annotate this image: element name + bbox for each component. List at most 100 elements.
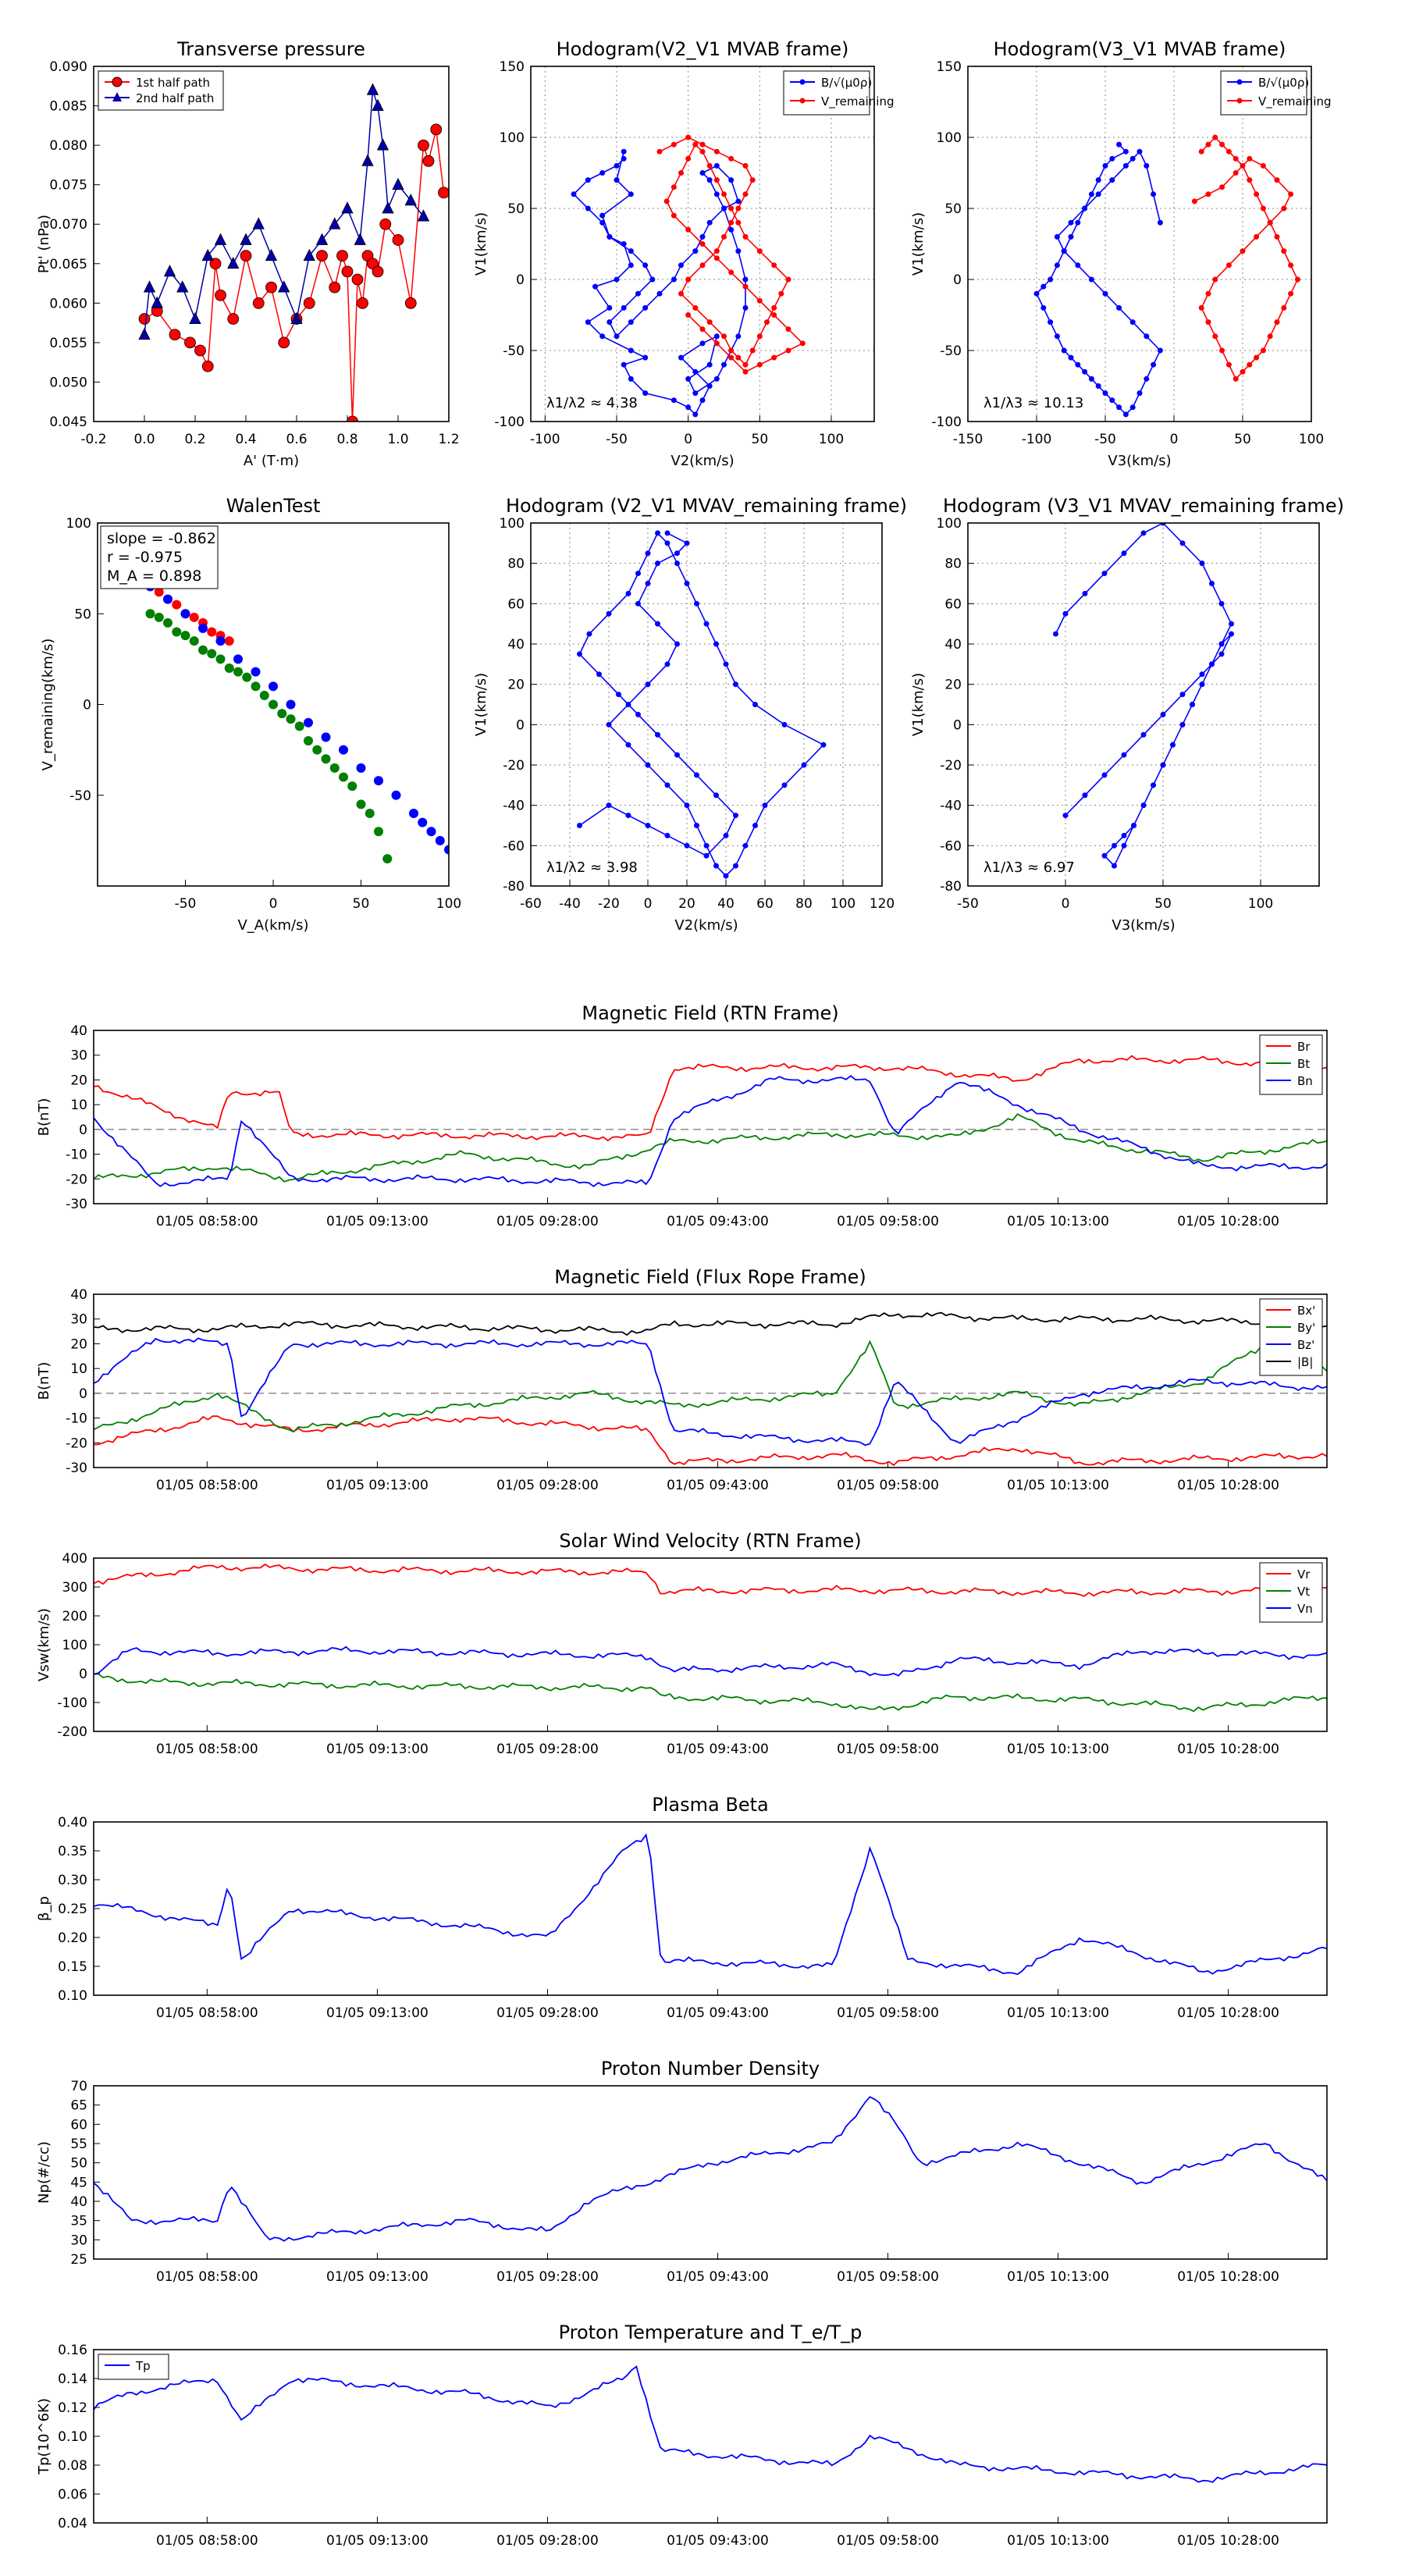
data-point xyxy=(1109,155,1115,162)
chart-t6: Proton Temperature and T_e/T_p 0.04 0.06 0.… xyxy=(36,2322,1328,2549)
y-tick-label: -20 xyxy=(940,758,962,774)
data-point xyxy=(1260,162,1266,169)
data-point xyxy=(366,83,379,95)
plot-area xyxy=(1053,523,1234,869)
data-point xyxy=(713,248,720,254)
y-axis-label: Tp(10^6K) xyxy=(36,2398,52,2475)
data-point xyxy=(1122,411,1129,418)
data-point xyxy=(1054,233,1060,240)
data-point xyxy=(1229,631,1234,637)
x-tick-label: 100 xyxy=(831,896,855,912)
legend-label: 1st half path xyxy=(136,76,210,90)
data-point xyxy=(674,641,680,647)
data-point xyxy=(382,201,394,214)
data-point xyxy=(329,763,340,773)
data-point xyxy=(1116,404,1122,411)
data-point xyxy=(674,752,680,758)
data-point xyxy=(728,269,735,276)
plot-area xyxy=(101,545,449,864)
data-point xyxy=(742,361,749,368)
data-point xyxy=(138,313,151,325)
chart-title: Proton Temperature and T_e/T_p xyxy=(559,2322,863,2343)
data-point xyxy=(1218,641,1225,647)
legend-box xyxy=(1259,1298,1323,1376)
data-point xyxy=(422,155,435,167)
data-point xyxy=(728,205,735,212)
data-point xyxy=(735,333,742,340)
data-point xyxy=(392,177,404,190)
x-tick-label: 01/05 08:58:00 xyxy=(156,2269,258,2285)
y-tick-label: 100 xyxy=(937,516,962,532)
legend-label: V_remaining xyxy=(1258,94,1332,109)
data-point xyxy=(721,233,727,240)
data-point xyxy=(1281,205,1287,212)
y-axis-label: β_p xyxy=(36,1896,52,1921)
y-tick-label: 100 xyxy=(500,516,525,532)
data-point xyxy=(606,233,613,240)
data-point xyxy=(339,772,348,782)
data-point xyxy=(145,609,155,619)
data-point xyxy=(577,823,582,828)
data-point xyxy=(391,790,401,800)
eigen-ratio-annotation: λ1/λ2 ≈ 4.38 xyxy=(546,395,638,411)
data-point xyxy=(706,219,713,226)
x-tick-label: 0 xyxy=(1170,432,1179,447)
data-point xyxy=(733,813,738,819)
walen-stats-box xyxy=(100,525,219,589)
data-point xyxy=(321,732,331,742)
data-point xyxy=(341,265,354,278)
data-point xyxy=(692,368,699,375)
data-point xyxy=(742,191,749,197)
data-point xyxy=(1101,852,1108,859)
data-point xyxy=(1048,276,1054,283)
y-tick-label: -100 xyxy=(494,415,525,430)
data-point xyxy=(382,854,393,864)
data-point xyxy=(1247,177,1253,183)
data-point xyxy=(351,273,364,286)
y-tick-label: -200 xyxy=(57,1724,87,1740)
y-tick-label: 100 xyxy=(66,516,91,532)
data-point xyxy=(664,661,670,667)
data-point xyxy=(154,612,164,622)
data-point xyxy=(699,397,706,404)
y-axis-label: Vsw(km/s) xyxy=(36,1608,52,1681)
data-point xyxy=(430,123,443,136)
data-point xyxy=(357,297,368,309)
eigen-ratio-annotation: λ1/λ3 ≈ 6.97 xyxy=(984,859,1075,876)
data-point xyxy=(1225,262,1232,269)
data-point xyxy=(625,590,631,596)
data-point xyxy=(596,671,602,678)
data-point xyxy=(1281,248,1287,254)
data-point xyxy=(1122,162,1129,169)
data-point xyxy=(713,375,720,382)
data-point xyxy=(684,540,690,546)
legend-box xyxy=(98,2354,169,2380)
data-point xyxy=(303,248,315,262)
plot-area xyxy=(577,530,827,879)
legend-label: Br xyxy=(1297,1040,1311,1054)
legend: Tp xyxy=(98,2354,169,2380)
data-point xyxy=(329,217,341,229)
data-point xyxy=(1040,283,1047,290)
legend-marker xyxy=(112,92,122,101)
x-tick-label: 01/05 09:58:00 xyxy=(837,1478,939,1493)
x-tick-label: 0.8 xyxy=(336,432,357,447)
y-tick-label: 0.30 xyxy=(58,1873,87,1888)
data-point xyxy=(713,863,719,869)
data-point xyxy=(1212,276,1218,283)
data-point xyxy=(614,333,620,340)
y-tick-label: 300 xyxy=(62,1580,87,1596)
data-point xyxy=(259,690,269,700)
data-point xyxy=(706,177,713,183)
data-point xyxy=(180,631,190,641)
y-tick-label: 25 xyxy=(70,2252,87,2268)
series-line-2nd half path xyxy=(144,90,425,335)
data-point xyxy=(1048,319,1054,326)
data-point xyxy=(1129,155,1136,162)
series-line-Tp xyxy=(94,2365,1327,2483)
x-tick-label: 1.0 xyxy=(387,432,408,447)
y-tick-label: 150 xyxy=(500,59,525,75)
data-point xyxy=(374,776,383,786)
x-tick-label: 01/05 09:58:00 xyxy=(837,1214,939,1229)
y-tick-label: 0.10 xyxy=(58,1988,87,2004)
